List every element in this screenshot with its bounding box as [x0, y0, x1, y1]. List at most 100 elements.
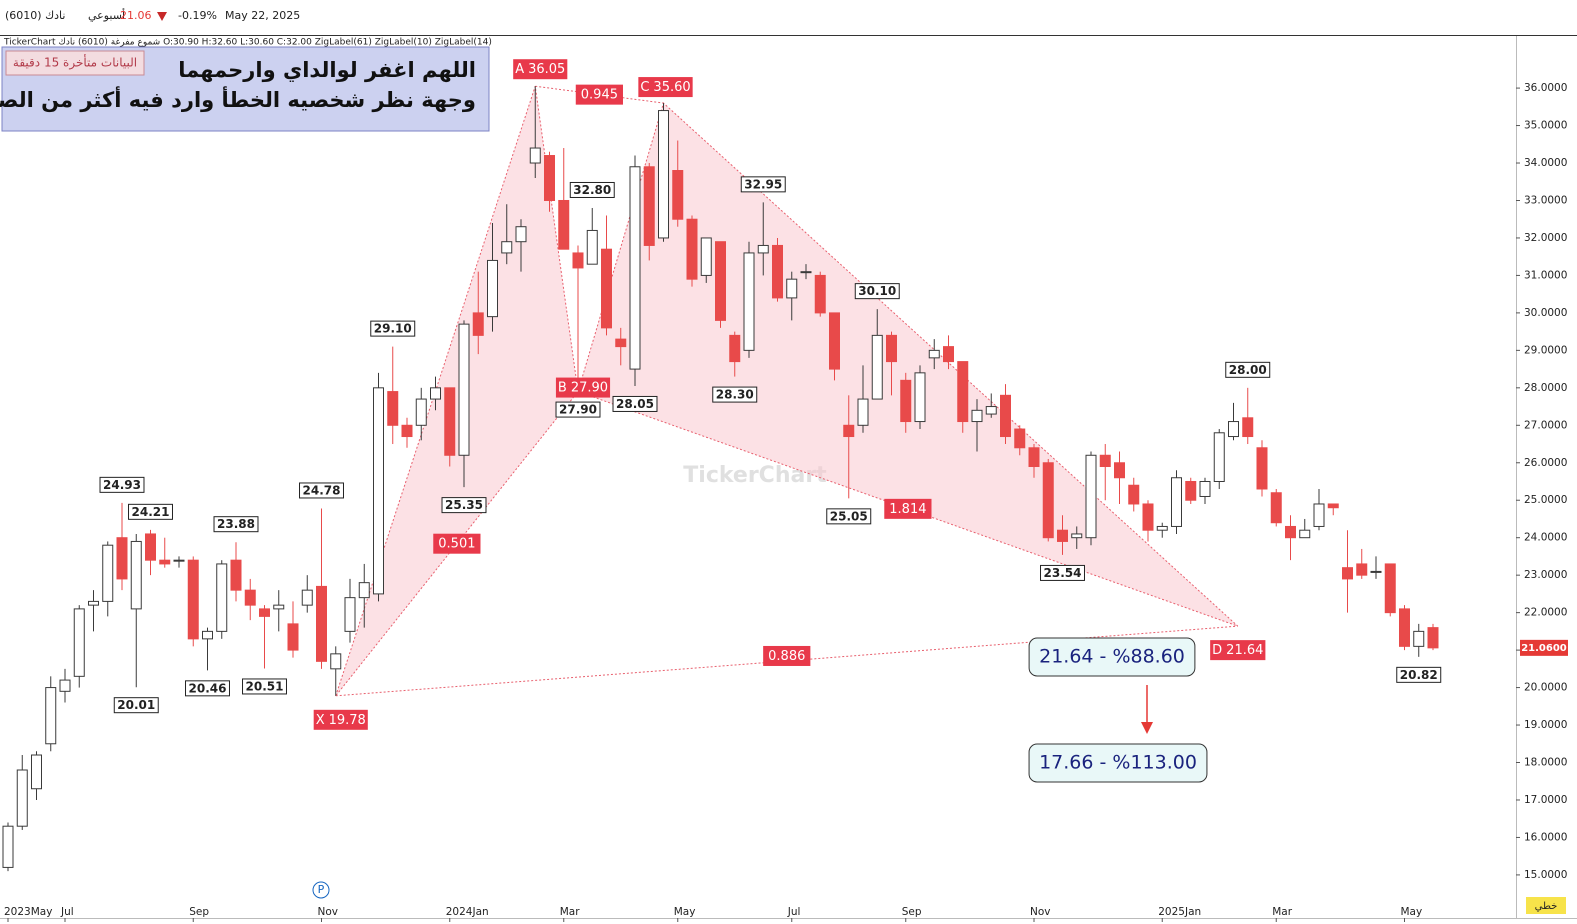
delay-badge [5, 50, 145, 76]
event-marker-label[interactable]: P [318, 883, 325, 896]
zigzag-label-box [113, 697, 159, 714]
candle-body [1128, 484, 1140, 505]
zigzag-label-part: 20.46 [189, 681, 227, 695]
zigzag-label-part: 28.05 [616, 396, 654, 410]
zigzag-label-part: 23.54 [1044, 565, 1082, 579]
candle-body [344, 597, 356, 632]
zigzag-label-box [185, 680, 230, 697]
x-tick-label: May [1401, 906, 1423, 918]
zigzag-label: 28.00 [1225, 361, 1271, 378]
zigzag-label: 25.05 [826, 508, 872, 525]
delay-text: البيانات متأخرة 15 دقيقة [13, 54, 137, 71]
candle-body [430, 387, 441, 400]
zigzag-label-part: 24.93 [103, 477, 141, 491]
candle-body [1413, 630, 1425, 647]
ratio-label: 0.945 [575, 84, 623, 105]
style-badge-label[interactable]: خطي [1535, 901, 1558, 912]
ratio-label: 1.814 [884, 498, 932, 519]
candle-body [544, 155, 555, 201]
candle-body [31, 754, 42, 790]
symbol[interactable]: (6010) نادك [5, 9, 65, 22]
zigzag-label: 27.90 [555, 401, 601, 418]
zigzag-label: 25.35 [441, 497, 487, 514]
candle-body [1399, 608, 1410, 647]
candle-body [444, 387, 456, 456]
candle-body [572, 252, 584, 269]
candle-body [1114, 462, 1125, 479]
x-tick-label: Nov [1030, 906, 1051, 918]
candle-body [800, 271, 812, 274]
candle-body [1028, 447, 1040, 468]
candle-body [1071, 533, 1083, 539]
candle-body [1228, 421, 1239, 438]
info-line: TickerChart شموع مفرغة (6010) نادك O:30.… [3, 38, 492, 48]
candle-body [1014, 428, 1026, 449]
zigzag-label-text: 25.05 [830, 509, 868, 523]
point-label-box [1210, 640, 1266, 661]
point-label-part: 19.78 [329, 712, 366, 727]
candle-body [829, 312, 840, 370]
candle-body [1099, 454, 1111, 468]
y-tick-label: 19.0000 [1524, 719, 1567, 731]
zigzag-label-text: 30.10 [858, 284, 896, 298]
candle-body [814, 274, 826, 314]
point-label-box [638, 77, 693, 98]
point-label-part: 36.05 [528, 62, 565, 77]
candle-body [757, 244, 769, 254]
style-badge[interactable] [1526, 897, 1566, 914]
zigzag-label-part: 20.82 [1400, 667, 1438, 681]
pattern-triangle [577, 102, 1239, 627]
zigzag-label: 30.10 [854, 283, 900, 300]
x-tick-label: 2024Jan [446, 906, 489, 918]
candle-body [957, 361, 969, 423]
candle-body [900, 379, 912, 423]
y-tick-label: 23.0000 [1524, 569, 1567, 581]
zigzag-label: 23.88 [213, 516, 259, 533]
candle-body [358, 582, 370, 599]
point-label-part: 21.64 [1226, 643, 1263, 658]
candle-body [102, 544, 114, 602]
period[interactable]: أسبوعي [88, 8, 125, 22]
candle-body [743, 252, 755, 351]
point-label-part: X [316, 712, 325, 727]
target-text: 21.64 - %88.60 [1039, 646, 1185, 668]
candle-body [515, 226, 527, 243]
zigzag-label: 28.05 [612, 395, 658, 412]
zigzag-label-box [555, 401, 601, 418]
zigzag-label-text: 20.82 [1400, 667, 1438, 681]
zigzag-label-box [740, 176, 786, 193]
candle-body [1285, 525, 1296, 539]
y-tick-label: 24.0000 [1524, 532, 1567, 544]
candle-body [1000, 394, 1011, 438]
zigzag-label-box [1040, 564, 1085, 581]
y-tick-label: 18.0000 [1524, 757, 1567, 769]
point-label-text: A 36.05 [515, 62, 565, 77]
candle-body [629, 166, 641, 370]
candle-body [586, 229, 598, 265]
zigzag-label-box [1396, 666, 1442, 683]
candle-body [1370, 570, 1382, 573]
candle-body [487, 259, 498, 318]
event-marker[interactable] [312, 881, 330, 899]
candle-body [558, 199, 570, 250]
zigzag-label-part: 30.10 [858, 284, 896, 298]
zigzag-label-part: 25.05 [830, 509, 868, 523]
candle-body [886, 334, 897, 363]
zigzag-label-part: 28.30 [716, 387, 754, 401]
point-label: X 19.78 [313, 709, 368, 730]
note-line: اللهم اغفر لوالداي وارحمهما [178, 58, 476, 83]
zigzag-label-box [569, 181, 615, 198]
point-label-box [555, 377, 611, 398]
candle-body [1356, 563, 1368, 576]
candle-body [1057, 529, 1068, 542]
candle-body [643, 166, 655, 246]
candle-body [73, 608, 85, 677]
y-tick-label: 27.0000 [1524, 419, 1567, 431]
x-tick-label: May [674, 906, 696, 918]
candle-body [1042, 462, 1054, 539]
ratio-label: 0.886 [763, 645, 811, 666]
y-tick-label: 33.0000 [1524, 194, 1567, 206]
zigzag-label-box [242, 678, 287, 695]
target-box [1028, 743, 1208, 783]
y-tick-label: 34.0000 [1524, 157, 1567, 169]
